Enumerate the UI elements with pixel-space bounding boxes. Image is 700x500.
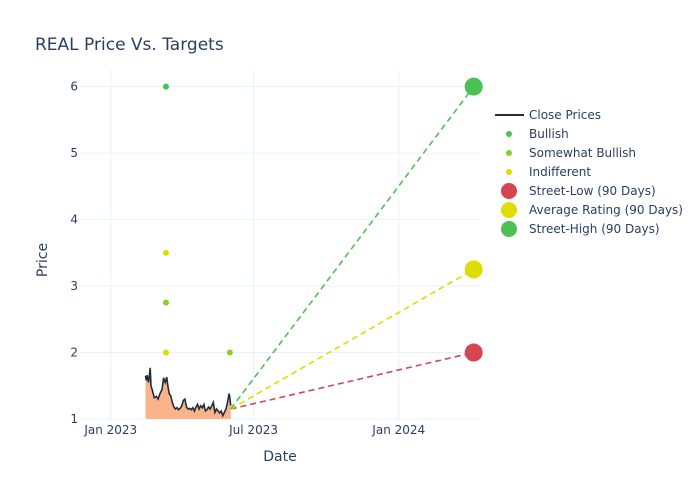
average-target-marker: [464, 260, 483, 279]
x-tick-label: Jul 2023: [228, 423, 278, 437]
x-tick-label: Jan 2023: [83, 423, 137, 437]
street-high-target-marker: [464, 77, 483, 96]
legend-marker-swatch: [501, 221, 517, 237]
legend-label: Average Rating (90 Days): [529, 203, 683, 217]
street-high-target-line: [230, 86, 475, 410]
street-low-target-marker: [464, 343, 483, 362]
x-tick-label: Jan 2024: [371, 423, 425, 437]
close-price-line: [144, 367, 232, 418]
x-axis-ticks: Jan 2023 Jul 2023 Jan 2024: [83, 423, 425, 437]
legend-marker-swatch: [501, 202, 517, 218]
average-target-line: [230, 268, 475, 410]
y-tick-label: 3: [70, 279, 78, 293]
bullish-rating-point: [162, 83, 169, 90]
somewhat-bullish-rating-point: [162, 299, 169, 306]
y-tick-label: 6: [70, 80, 78, 94]
y-tick-label: 2: [70, 346, 78, 360]
street-low-target-line: [230, 351, 474, 410]
legend-label: Street-Low (90 Days): [529, 184, 656, 198]
legend-marker-swatch: [501, 183, 517, 199]
legend-label: Close Prices: [529, 108, 601, 122]
legend-marker-swatch: [506, 131, 512, 137]
legend-marker-swatch: [506, 169, 512, 175]
legend-label: Somewhat Bullish: [529, 146, 636, 160]
indifferent-rating-point: [162, 249, 169, 256]
y-axis-ticks: 1 2 3 4 5 6: [70, 80, 78, 426]
x-axis-title: Date: [263, 449, 296, 465]
legend-label: Bullish: [529, 127, 569, 141]
plot-area: [144, 77, 483, 419]
y-axis-title: Price: [35, 243, 51, 277]
legend-label: Indifferent: [529, 165, 591, 179]
y-tick-label: 5: [70, 146, 78, 160]
somewhat-bullish-rating-point: [226, 349, 233, 356]
y-tick-label: 1: [70, 412, 78, 426]
legend-label: Street-High (90 Days): [529, 222, 660, 236]
legend-marker-swatch: [506, 150, 512, 156]
legend: Close Prices Bullish Somewhat Bullish Indif…: [495, 108, 683, 237]
indifferent-rating-point: [162, 349, 169, 356]
chart-title: REAL Price Vs. Targets: [35, 35, 224, 55]
y-tick-label: 4: [70, 213, 78, 227]
